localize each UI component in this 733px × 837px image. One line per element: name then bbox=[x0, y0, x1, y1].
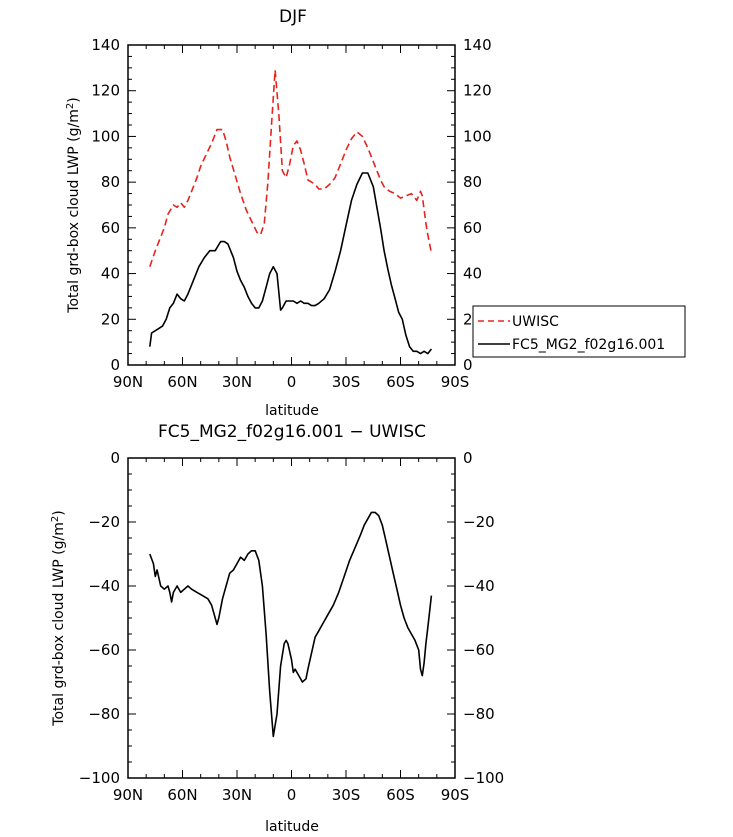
panel0-x-tick-label: 90N bbox=[113, 373, 143, 391]
panel0-x-tick-label: 60N bbox=[167, 373, 197, 391]
panel0-y-tick-label-right: 140 bbox=[463, 36, 492, 54]
panel1-x-tick-label: 30S bbox=[332, 786, 361, 804]
panel1-y-tick-label-right: −80 bbox=[463, 705, 495, 723]
top-y-axis-label-sup: 2 bbox=[65, 103, 76, 109]
panel0-x-tick-label: 30N bbox=[222, 373, 252, 391]
panel0-y-tick-label: 120 bbox=[91, 82, 120, 100]
legend-label-uwisc: UWISC bbox=[512, 314, 559, 330]
panel0-y-tick-label-right: 100 bbox=[463, 127, 492, 145]
panel1-y-tick-label: 0 bbox=[110, 449, 120, 467]
legend: UWISC FC5_MG2_f02g16.001 bbox=[472, 305, 686, 358]
panel1-y-tick-label-right: −100 bbox=[463, 769, 504, 787]
bottom-plot-frame bbox=[127, 457, 456, 779]
bottom-x-axis-label: latitude bbox=[265, 819, 319, 835]
panel1-x-tick-label: 0 bbox=[287, 786, 297, 804]
top-y-axis-label-close: ) bbox=[66, 97, 82, 102]
bottom-plot-area: 90N 60N 30N 0 30S 60S 90S−100 −100−80 −80−60 −60−… bbox=[79, 449, 504, 804]
panel1-y-tick-label: −100 bbox=[79, 769, 120, 787]
top-y-axis-label: Total grd-box cloud LWP (g/m2) bbox=[65, 97, 83, 313]
top-plot-frame bbox=[127, 44, 456, 366]
panel0-x-tick-label: 60S bbox=[386, 373, 415, 391]
top-plot-area: 90N60N30N030S60S90S002020404060608080100… bbox=[91, 36, 491, 391]
panel1-y-tick-label: −20 bbox=[88, 513, 120, 531]
panel1-x-tick-label: 30N bbox=[222, 786, 252, 804]
panel0-series-line-uwisc bbox=[149, 69, 433, 267]
panel0-y-tick-label: 0 bbox=[110, 356, 120, 374]
panel1-x-tick-label: 60S bbox=[386, 786, 415, 804]
panel0-x-tick-label: 90S bbox=[441, 373, 470, 391]
panel0-y-tick-label-right: 0 bbox=[463, 356, 473, 374]
top-y-axis-label-text: Total grd-box cloud LWP (g/m bbox=[66, 109, 82, 314]
panel0-y-tick-label: 60 bbox=[101, 219, 120, 237]
panel0-y-tick-label: 40 bbox=[101, 265, 120, 283]
panel0-y-tick-label-right: 120 bbox=[463, 82, 492, 100]
panel0-y-tick-label: 140 bbox=[91, 36, 120, 54]
panel1-y-tick-label-right: −40 bbox=[463, 577, 495, 595]
bottom-ticks: 90N 60N 30N 0 30S 60S 90S−100 −100−80 −80−60 −60−… bbox=[79, 449, 504, 804]
panel1-x-tick-label: 60N bbox=[167, 786, 197, 804]
bottom-chart-title: FC5_MG2_f02g16.001 − UWISC bbox=[158, 422, 426, 442]
panel1-x-tick-label: 90S bbox=[441, 786, 470, 804]
panel1-y-tick-label-right: −20 bbox=[463, 513, 495, 531]
panel1-x-tick-label: 90N bbox=[113, 786, 143, 804]
top-chart-title: DJF bbox=[279, 7, 307, 27]
panel1-series-line-difference bbox=[149, 511, 433, 738]
top-x-axis-label: latitude bbox=[265, 403, 319, 419]
panel0-x-tick-label: 30S bbox=[332, 373, 361, 391]
panel0-y-tick-label-right: 40 bbox=[463, 265, 482, 283]
panel0-y-tick-label-right: 80 bbox=[463, 173, 482, 191]
bottom-y-axis-label: Total grd-box cloud LWP (g/m2) bbox=[50, 510, 68, 726]
panel1-y-tick-label: −60 bbox=[88, 641, 120, 659]
panel1-y-tick-label: −40 bbox=[88, 577, 120, 595]
top-series-group bbox=[149, 69, 433, 355]
panel0-series-line-fc5-mg2-f02g16-001 bbox=[149, 172, 433, 355]
panel0-x-tick-label: 0 bbox=[287, 373, 297, 391]
bottom-y-axis-label-text: Total grd-box cloud LWP (g/m bbox=[51, 522, 67, 727]
bottom-y-axis-label-sup: 2 bbox=[50, 516, 61, 522]
bottom-y-axis-label-close: ) bbox=[51, 510, 67, 515]
top-panel: DJF 90N60N30N030S60S90S00202040406060808… bbox=[65, 7, 492, 419]
panel0-y-tick-label: 80 bbox=[101, 173, 120, 191]
panel1-y-tick-label: −80 bbox=[88, 705, 120, 723]
panel1-y-tick-label-right: 0 bbox=[463, 449, 473, 467]
panel0-y-tick-label-right: 60 bbox=[463, 219, 482, 237]
panel0-y-tick-label: 100 bbox=[91, 127, 120, 145]
bottom-series-group bbox=[149, 511, 433, 738]
legend-label-fc5: FC5_MG2_f02g16.001 bbox=[512, 337, 665, 353]
top-ticks: 90N60N30N030S60S90S002020404060608080100… bbox=[91, 36, 491, 391]
panel0-y-tick-label: 20 bbox=[101, 310, 120, 328]
panel1-y-tick-label-right: −60 bbox=[463, 641, 495, 659]
legend-box bbox=[472, 305, 686, 358]
bottom-panel: FC5_MG2_f02g16.001 − UWISC 90N 60N 30N 0 30S… bbox=[50, 422, 505, 835]
